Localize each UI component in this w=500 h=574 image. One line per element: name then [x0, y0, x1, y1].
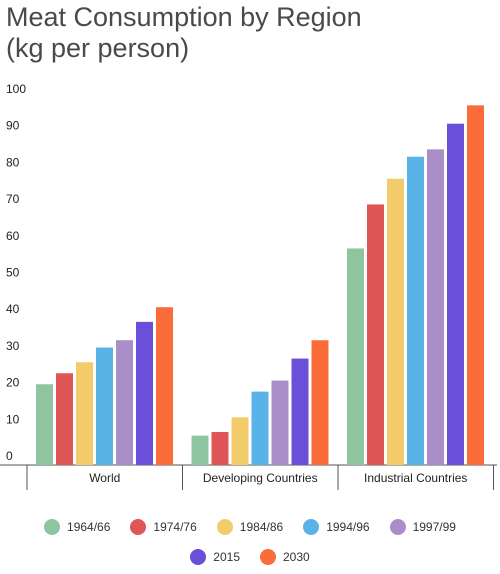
legend-swatch — [260, 549, 276, 565]
chart-legend: 1964/66 1974/76 1984/86 1994/96 1997/99 … — [0, 512, 500, 572]
bar — [347, 248, 364, 465]
bar — [36, 384, 53, 465]
y-tick-label: 60 — [6, 229, 20, 243]
legend-swatch — [130, 519, 147, 535]
bar — [387, 178, 404, 466]
bar — [291, 358, 309, 465]
y-tick-label: 90 — [6, 119, 20, 133]
legend-swatch — [389, 519, 406, 535]
legend-item: 1974/76 — [130, 519, 197, 535]
x-tick-label: Developing Countries — [203, 471, 318, 485]
legend-row-2: 2015 2030 — [0, 542, 500, 572]
legend-swatch — [44, 519, 61, 535]
chart-title-line-1: Meat Consumption by Region — [6, 2, 362, 32]
legend-label: 1964/66 — [67, 520, 111, 534]
legend-swatch — [190, 549, 207, 565]
legend-swatch — [216, 519, 233, 535]
y-tick-label: 30 — [6, 339, 20, 353]
legend-label: 1974/76 — [153, 520, 197, 534]
legend-item: 1997/99 — [389, 519, 456, 535]
y-tick-label: 70 — [6, 192, 20, 206]
y-tick-label: 20 — [6, 376, 20, 390]
bar — [56, 373, 73, 465]
bar — [231, 417, 249, 465]
y-tick-label: 80 — [6, 155, 20, 169]
bar — [311, 340, 329, 465]
y-tick-label: 100 — [6, 82, 26, 96]
bar — [156, 307, 173, 465]
legend-item: 2030 — [260, 549, 310, 565]
bar — [211, 431, 229, 465]
legend-item: 2015 — [190, 549, 240, 565]
legend-label: 1994/96 — [326, 520, 370, 534]
legend-label: 2030 — [283, 550, 310, 564]
y-tick-label: 50 — [6, 266, 20, 280]
bar — [407, 156, 424, 465]
bar — [136, 321, 153, 465]
bar — [447, 123, 464, 465]
chart-title: Meat Consumption by Region (kg per perso… — [6, 2, 486, 64]
bar — [76, 362, 93, 465]
bar — [116, 340, 133, 465]
legend-item: 1984/86 — [216, 519, 284, 535]
bar — [367, 204, 384, 465]
y-tick-label: 0 — [6, 449, 13, 463]
legend-swatch — [303, 519, 320, 535]
y-tick-label: 10 — [6, 412, 20, 426]
bar — [96, 347, 113, 465]
legend-label: 1997/99 — [412, 520, 456, 534]
x-tick-label: World — [89, 471, 120, 485]
bar — [467, 105, 484, 465]
bar — [427, 149, 444, 465]
bar-chart: 0 10 20 30 40 50 60 70 80 90 100 World Developing Co… — [0, 82, 497, 490]
x-tick-label: Industrial Countries — [364, 471, 467, 485]
bar — [271, 380, 289, 465]
bar — [191, 435, 209, 465]
chart-title-line-2: (kg per person) — [6, 33, 190, 63]
y-tick-label: 40 — [6, 302, 20, 316]
legend-item: 1964/66 — [44, 519, 110, 535]
bar — [251, 391, 269, 465]
legend-row-1: 1964/66 1974/76 1984/86 1994/96 1997/99 — [0, 512, 500, 542]
legend-label: 2015 — [213, 550, 240, 564]
legend-item: 1994/96 — [303, 519, 370, 535]
legend-label: 1984/86 — [239, 520, 284, 534]
